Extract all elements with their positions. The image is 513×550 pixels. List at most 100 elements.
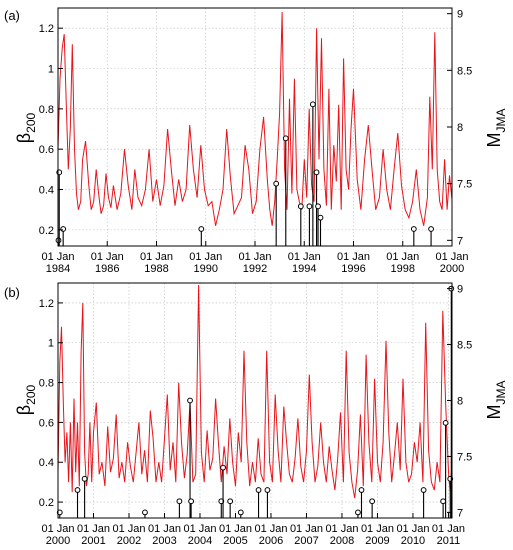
left-tick-label: 1.2 [39, 23, 54, 35]
x-tick-label-day: 01 Jan [91, 251, 124, 263]
x-tick-label-day: 01 Jan [254, 523, 287, 535]
event-marker [297, 203, 304, 210]
event-marker [428, 226, 434, 232]
event-marker [188, 498, 195, 505]
x-tick-label-year: 2001 [81, 535, 105, 547]
x-tick-label-year: 2011 [437, 535, 461, 547]
x-tick-label-year: 1994 [292, 263, 316, 275]
x-tick-label-day: 01 Jan [189, 251, 222, 263]
y-axis-label-right: MJMA [484, 109, 508, 148]
x-tick-label-year: 1986 [95, 263, 119, 275]
left-tick-label: 0.4 [39, 457, 54, 469]
event-marker [198, 226, 205, 232]
y-axis-label-left: β200 [14, 384, 38, 415]
x-tick-label-day: 01 Jan [386, 251, 419, 263]
event-marker [317, 214, 324, 221]
y-axis-label-right: MJMA [484, 381, 508, 420]
x-tick-label-day: 01 Jan [325, 523, 358, 535]
event-marker [81, 475, 88, 482]
left-tick-label: 0.4 [39, 185, 54, 197]
event-marker [74, 487, 81, 493]
x-tick-label-year: 1990 [194, 263, 218, 275]
x-tick-label-day: 01 Jan [41, 251, 74, 263]
left-tick-label: 0.8 [39, 378, 54, 390]
event-marker [315, 203, 321, 210]
left-tick-label: 1.2 [39, 298, 54, 310]
plot-frame [57, 282, 453, 519]
x-tick-label-day: 01 Jan [219, 523, 252, 535]
event-marker [273, 180, 280, 187]
left-tick-label: 0.6 [39, 144, 54, 156]
right-tick-label: 8 [457, 122, 463, 134]
event-marker [237, 509, 244, 516]
event-marker [309, 101, 316, 108]
x-tick-label-year: 1988 [144, 263, 168, 275]
event-marker [369, 498, 376, 505]
event-marker [313, 169, 320, 176]
event-marker [60, 226, 67, 232]
x-tick-label-year: 2002 [117, 535, 141, 547]
x-tick-label-year: 2007 [294, 535, 318, 547]
right-tick-label: 9 [457, 9, 463, 21]
x-tick-label-day: 01 Jan [112, 523, 145, 535]
x-tick-label-year: 1984 [46, 263, 70, 275]
event-marker [355, 509, 361, 516]
event-marker [442, 419, 449, 426]
x-tick-label-day: 01 Jan [361, 523, 394, 535]
x-tick-label-year: 2005 [223, 535, 247, 547]
event-marker [358, 487, 365, 493]
y-axis-label-left: β200 [14, 112, 38, 143]
x-tick-label-year: 2010 [401, 535, 425, 547]
x-tick-label-day: 01 Jan [396, 523, 429, 535]
x-tick-label-year: 2008 [330, 535, 354, 547]
x-tick-label-year: 2009 [365, 535, 389, 547]
left-tick-label: 0.2 [39, 225, 54, 237]
event-marker [410, 226, 417, 232]
event-marker [440, 498, 447, 505]
right-tick-label: 8 [457, 396, 463, 408]
x-tick-label-day: 01 Jan [435, 251, 468, 263]
x-tick-label-year: 1996 [341, 263, 365, 275]
event-marker [187, 397, 193, 404]
x-tick-label-year: 2000 [46, 535, 70, 547]
x-tick-label-day: 01 Jan [41, 523, 74, 535]
x-tick-label-day: 01 Jan [238, 251, 271, 263]
right-tick-label: 7.5 [457, 179, 472, 191]
x-tick-label-day: 01 Jan [183, 523, 216, 535]
left-tick-label: 0.8 [39, 104, 54, 116]
event-marker [227, 498, 234, 505]
left-tick-label: 1 [48, 64, 54, 76]
x-tick-label-day: 01 Jan [337, 251, 370, 263]
right-tick-label: 7 [457, 235, 463, 247]
right-tick-label: 9 [457, 284, 463, 296]
event-marker [176, 498, 183, 505]
event-marker [255, 487, 262, 493]
x-tick-label-day: 01 Jan [148, 523, 181, 535]
x-tick-label-year: 1998 [391, 263, 415, 275]
panel-label: (a) [4, 8, 20, 23]
right-tick-label: 7.5 [457, 451, 472, 463]
x-tick-label-year: 2003 [152, 535, 176, 547]
right-tick-label: 7 [457, 507, 463, 519]
right-tick-label: 8.5 [457, 340, 472, 352]
event-marker [218, 498, 225, 505]
series-line-1 [57, 284, 453, 499]
x-tick-label-day: 01 Jan [290, 523, 323, 535]
left-tick-label: 1 [48, 338, 54, 350]
x-tick-label-day: 01 Jan [140, 251, 173, 263]
x-tick-label-year: 2000 [440, 263, 464, 275]
x-tick-label-day: 01 Jan [288, 251, 321, 263]
right-tick-label: 8.5 [457, 65, 472, 77]
x-tick-label-day: 01 Jan [77, 523, 110, 535]
left-tick-label: 0.2 [39, 497, 54, 509]
x-tick-label-year: 2006 [259, 535, 283, 547]
series-line-1 [57, 11, 453, 226]
event-marker [220, 464, 226, 471]
panel-label: (b) [4, 285, 20, 300]
event-marker [306, 203, 313, 210]
event-marker [142, 509, 148, 516]
event-marker [282, 135, 289, 142]
